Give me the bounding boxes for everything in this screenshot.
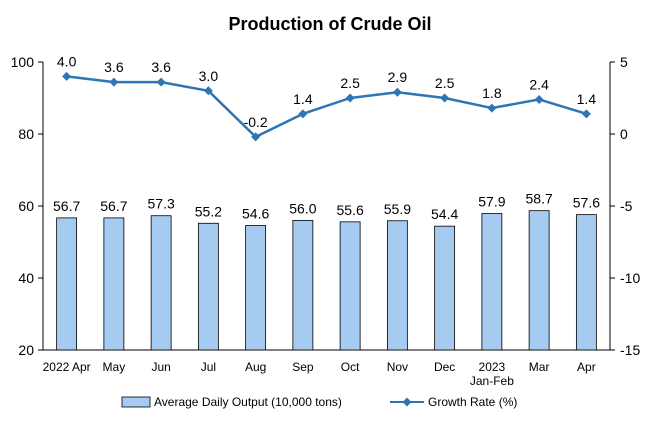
line-value-label: 1.4 — [293, 91, 313, 107]
legend-marker-line — [402, 397, 412, 407]
right-axis-ticks: -15 -10 -5 0 5 — [610, 54, 640, 358]
line-point-marker — [109, 77, 119, 87]
line-value-label: 3.0 — [199, 68, 219, 84]
line-point-marker — [534, 94, 544, 104]
bar — [481, 213, 503, 351]
x-tick-label: Mar — [529, 360, 550, 374]
line-point-marker — [298, 109, 308, 119]
bar — [292, 219, 314, 351]
legend: Average Daily Output (10,000 tons) Growt… — [121, 395, 517, 409]
line-point-marker — [487, 103, 497, 113]
line-point-marker — [62, 71, 72, 81]
line-value-label: 1.4 — [577, 91, 597, 107]
legend-swatch-bar — [121, 396, 151, 408]
x-tick-label: Dec — [434, 360, 455, 374]
right-tick-label: -10 — [620, 270, 640, 286]
x-tick-label: Jan-Feb — [470, 374, 514, 388]
bar — [386, 220, 408, 351]
line-data-labels: 4.0 3.6 3.6 3.0 -0.2 1.4 2.5 2.9 2.5 1.8 2.4 1.4 — [57, 53, 596, 129]
line-value-label: 4.0 — [57, 53, 77, 69]
x-tick-label: Apr — [577, 360, 596, 374]
bar-value-label: 55.6 — [337, 202, 364, 218]
bar — [56, 217, 78, 351]
bar-value-label: 57.3 — [148, 196, 175, 212]
x-tick-label: Jul — [201, 360, 216, 374]
line-point-marker — [156, 77, 166, 87]
line-point-marker — [392, 87, 402, 97]
line-point-marker — [581, 109, 591, 119]
x-tick-label: Jun — [151, 360, 170, 374]
legend-label-line: Growth Rate (%) — [428, 395, 517, 409]
bar-value-label: 56.7 — [100, 198, 127, 214]
bar-value-label: 56.7 — [53, 198, 80, 214]
bar-value-label: 54.4 — [431, 206, 458, 222]
bar-value-label: 55.9 — [384, 201, 411, 217]
line-value-label: 1.8 — [482, 85, 502, 101]
line-value-label: 2.5 — [340, 75, 360, 91]
bar-value-label: 55.2 — [195, 203, 222, 219]
x-tick-label: Oct — [341, 360, 360, 374]
line-value-label: 2.9 — [388, 69, 408, 85]
bar — [245, 225, 267, 351]
bar — [575, 214, 597, 351]
x-tick-label: Nov — [387, 360, 408, 374]
bar-value-label: 56.0 — [289, 200, 316, 216]
right-tick-label: 5 — [620, 54, 628, 70]
line-point-marker — [440, 93, 450, 103]
line-value-label: 2.5 — [435, 75, 455, 91]
line-value-label: 3.6 — [104, 59, 124, 75]
line-value-label: 2.4 — [529, 76, 549, 92]
x-tick-label: Sep — [292, 360, 314, 374]
x-tick-label: 2023 — [479, 360, 506, 374]
bar-series — [56, 210, 597, 351]
bar-value-label: 58.7 — [526, 191, 553, 207]
right-tick-label: -15 — [620, 342, 640, 358]
line-value-label: 3.6 — [151, 59, 171, 75]
x-axis-ticks: 2022 Apr May Jun Jul Aug Sep Oct Nov Dec 2023Jan-… — [43, 360, 596, 388]
left-tick-label: 100 — [11, 54, 35, 70]
bar — [103, 217, 125, 351]
x-tick-label: Aug — [245, 360, 266, 374]
bar — [150, 215, 172, 351]
x-tick-label: 2022 Apr — [43, 360, 91, 374]
left-tick-label: 80 — [18, 126, 34, 142]
bar-data-labels: 56.7 56.7 57.3 55.2 54.6 56.0 55.6 55.9 54.4 57.9… — [53, 191, 600, 222]
left-axis-ticks: 20 40 60 80 100 — [11, 54, 43, 358]
line-point-marker — [203, 86, 213, 96]
bar — [339, 221, 361, 351]
x-tick-label: May — [103, 360, 126, 374]
line-series — [62, 71, 591, 142]
chart-title: Production of Crude Oil — [229, 14, 432, 34]
bar-value-label: 57.9 — [478, 194, 505, 210]
line-point-marker — [345, 93, 355, 103]
left-tick-label: 60 — [18, 198, 34, 214]
bar — [528, 210, 550, 351]
bar-value-label: 57.6 — [573, 195, 600, 211]
right-tick-label: 0 — [620, 126, 628, 142]
line-point-marker — [251, 132, 261, 142]
left-tick-label: 20 — [18, 342, 34, 358]
bar-value-label: 54.6 — [242, 205, 269, 221]
legend-label-bar: Average Daily Output (10,000 tons) — [154, 395, 342, 409]
growth-rate-line — [66, 75, 587, 139]
right-tick-label: -5 — [620, 198, 633, 214]
bar — [434, 225, 456, 351]
left-tick-label: 40 — [18, 270, 34, 286]
line-value-label: -0.2 — [244, 114, 268, 130]
bar — [197, 222, 219, 351]
